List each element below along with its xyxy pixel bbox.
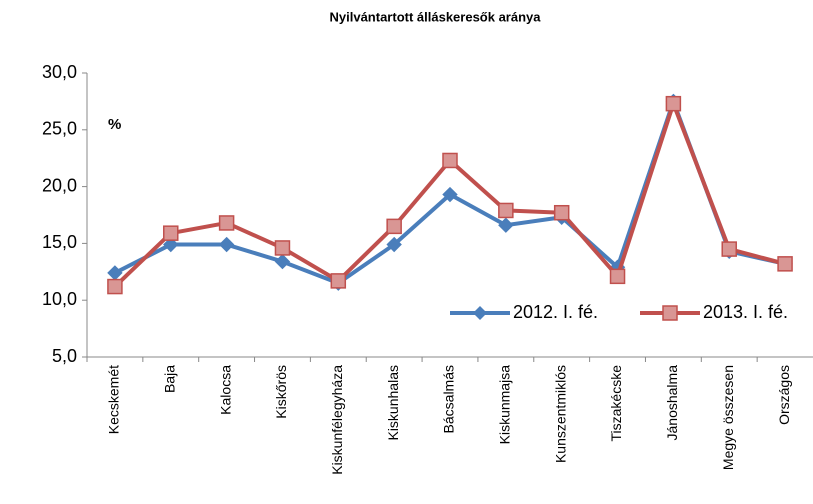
marker (609, 268, 626, 285)
unit-annotation: % (108, 116, 121, 133)
x-tick-label: Jánoshalma (664, 365, 680, 441)
marker (163, 225, 179, 241)
marker (107, 265, 123, 281)
marker (553, 204, 570, 221)
y-tick-label: 15,0 (42, 232, 77, 252)
legend-marker (473, 306, 487, 320)
marker (498, 217, 514, 233)
y-tick-label: 30,0 (42, 62, 77, 82)
legend-marker (662, 305, 678, 321)
x-tick-label: Országos (776, 365, 792, 425)
marker (442, 186, 458, 203)
marker (274, 240, 291, 256)
x-tick-label: Kalocsa (217, 365, 233, 415)
x-tick-label: Kiskunmajsa (497, 365, 513, 445)
marker (777, 256, 793, 272)
x-tick-label: Kiskunhalas (385, 365, 401, 441)
y-tick-label: 25,0 (42, 119, 77, 139)
legend-label: 2013. I. fé. (703, 302, 788, 322)
x-tick-label: Kecskemét (106, 365, 122, 434)
marker (386, 218, 402, 235)
marker (498, 202, 514, 219)
y-tick-label: 5,0 (52, 346, 77, 366)
y-tick-label: 10,0 (42, 289, 77, 309)
y-tick-label: 20,0 (42, 175, 77, 195)
x-tick-label: Baja (161, 365, 177, 393)
chart-title: Nyilvántartott álláskeresők aránya (330, 9, 542, 24)
x-tick-label: Tiszakécske (608, 365, 624, 442)
x-tick-label: Bácsalmás (441, 365, 457, 433)
marker (442, 152, 458, 169)
marker (330, 273, 347, 289)
marker (218, 215, 235, 231)
marker (107, 278, 123, 295)
marker (386, 236, 402, 253)
legend-label: 2012. I. fé. (513, 302, 598, 322)
x-tick-label: Megye összesen (720, 365, 736, 470)
x-tick-label: Kiskunfélegyháza (329, 365, 345, 475)
x-tick-label: Kunszentmiklós (552, 365, 568, 463)
x-tick-label: Kiskőrös (273, 365, 289, 419)
marker (665, 95, 682, 112)
marker (721, 241, 737, 257)
marker (274, 253, 291, 270)
marker (163, 236, 179, 253)
marker (218, 236, 235, 253)
